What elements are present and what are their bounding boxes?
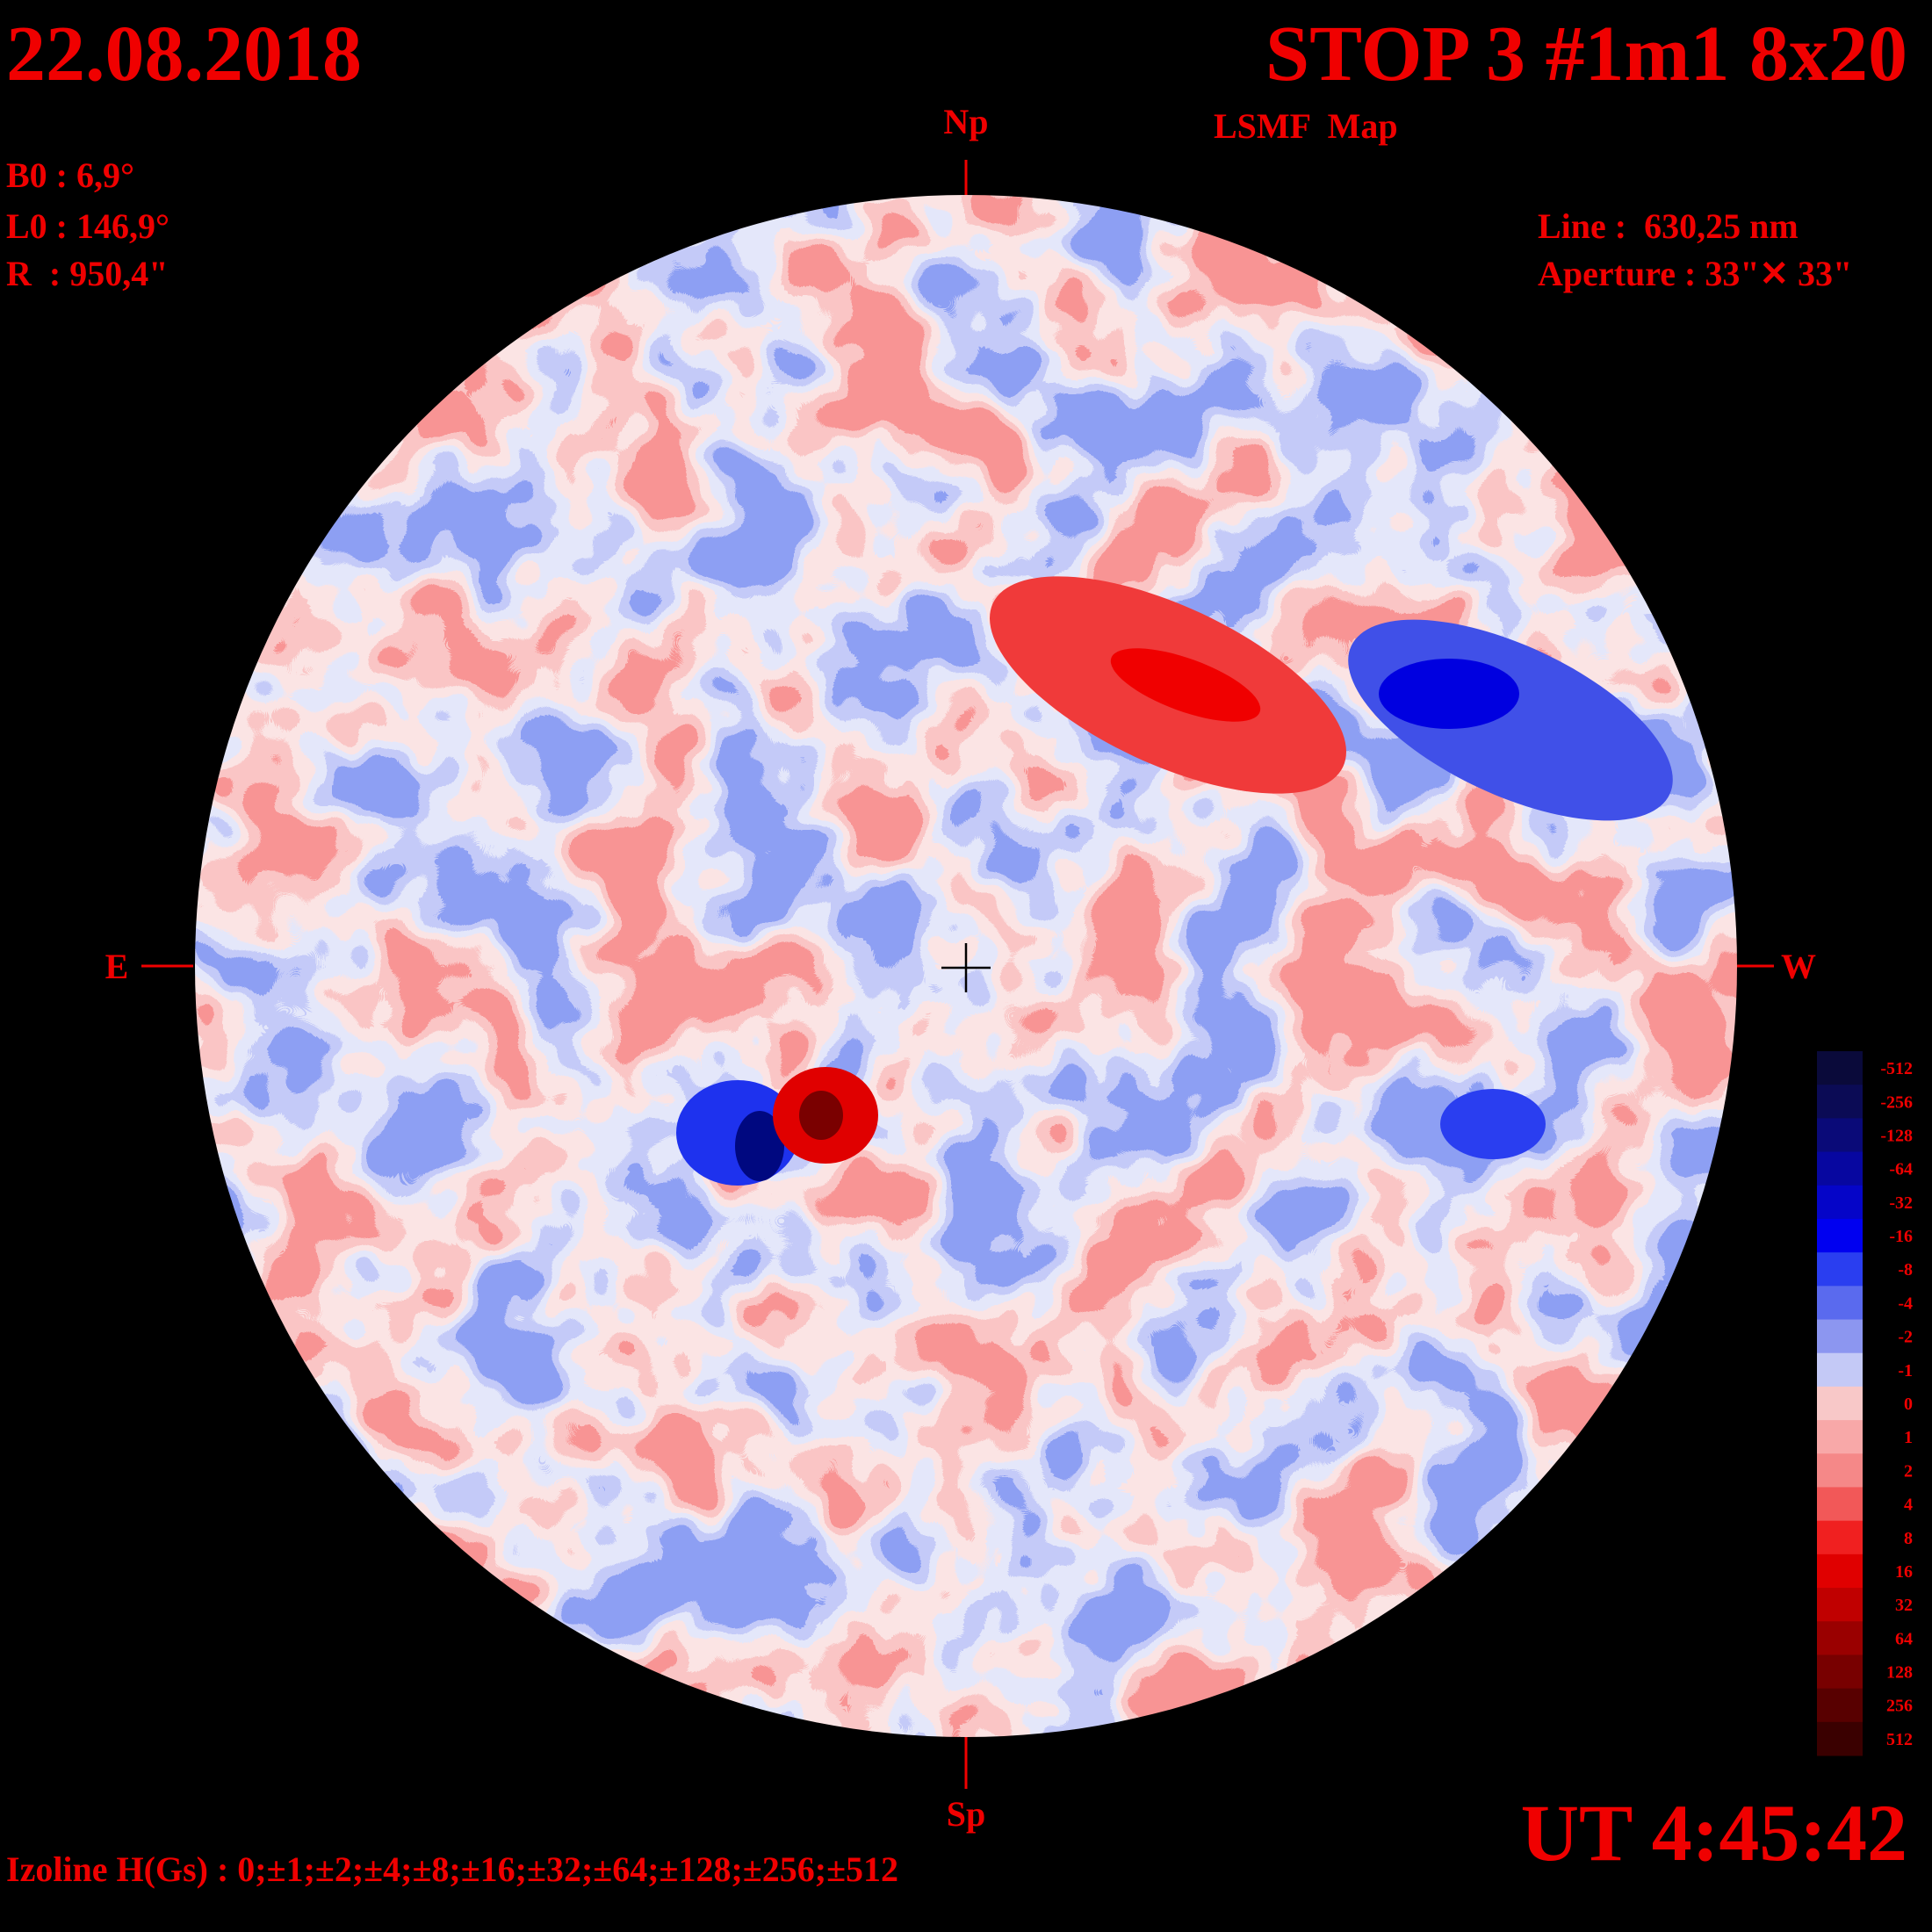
colorbar-swatch (1817, 1185, 1863, 1220)
title: STOP 3 #1m1 8x20 (1265, 11, 1907, 97)
colorbar-label: -64 (1889, 1160, 1913, 1179)
colorbar-label: -256 (1880, 1092, 1913, 1112)
colorbar-swatch (1817, 1051, 1863, 1085)
colorbar-swatch (1817, 1621, 1863, 1655)
param: R : 950,4" (6, 254, 168, 293)
colorbar-swatch (1817, 1554, 1863, 1589)
spot-positive-core (799, 1091, 843, 1140)
colorbar-swatch (1817, 1151, 1863, 1186)
colorbar-label: 128 (1886, 1663, 1913, 1683)
colorbar-label: 64 (1895, 1629, 1913, 1648)
colorbar-label: 2 (1904, 1461, 1913, 1481)
colorbar-label: 0 (1904, 1395, 1913, 1414)
colorbar-swatch (1817, 1721, 1863, 1756)
colorbar-swatch (1817, 1520, 1863, 1555)
colorbar-label: -2 (1898, 1328, 1913, 1347)
colorbar-label: 16 (1895, 1562, 1913, 1582)
colorbar-label: -16 (1889, 1227, 1913, 1246)
line-info: Line : 630,25 nm (1538, 206, 1799, 246)
param: B0 : 6,9° (6, 155, 134, 195)
colorbar-swatch (1817, 1453, 1863, 1488)
negative-patch (1440, 1089, 1546, 1159)
colorbar-label: -4 (1898, 1294, 1913, 1313)
colorbar-label: -32 (1889, 1193, 1913, 1213)
colorbar-swatch (1817, 1085, 1863, 1119)
north-label: Np (943, 102, 988, 141)
colorbar-label: -8 (1898, 1260, 1913, 1280)
aperture-info: Aperture : 33"✕ 33" (1538, 254, 1852, 293)
spot-negative-core (735, 1111, 784, 1181)
colorbar-label: 256 (1886, 1697, 1913, 1716)
colorbar-label: 32 (1895, 1596, 1913, 1615)
colorbar-swatch (1817, 1118, 1863, 1153)
negative-core (1379, 659, 1519, 729)
colorbar-swatch (1817, 1487, 1863, 1522)
time: UT 4:45:42 (1521, 1788, 1907, 1878)
colorbar-label: 4 (1904, 1496, 1913, 1515)
east-label: E (105, 947, 129, 986)
colorbar-label: -128 (1880, 1126, 1913, 1145)
colorbar-swatch (1817, 1420, 1863, 1454)
colorbar: -512 -256 -128 -64 -32 -16 -8 -4 -2 -1 0 1 2 4 8 16 32 64… (1817, 1051, 1913, 1756)
colorbar-swatch (1817, 1654, 1863, 1690)
colorbar-swatch (1817, 1588, 1863, 1622)
center-cross (941, 943, 991, 992)
colorbar-swatch (1817, 1252, 1863, 1287)
colorbar-label: 512 (1886, 1730, 1913, 1749)
colorbar-swatch (1817, 1688, 1863, 1723)
colorbar-swatch (1817, 1352, 1863, 1388)
colorbar-label: -512 (1880, 1059, 1913, 1078)
param: L0 : 146,9° (6, 206, 169, 246)
positive-core (1110, 648, 1261, 722)
colorbar-label: 1 (1904, 1428, 1913, 1447)
colorbar-swatch (1817, 1319, 1863, 1354)
colorbar-label: -1 (1898, 1361, 1913, 1381)
colorbar-label: 8 (1904, 1529, 1913, 1548)
colorbar-swatch (1817, 1286, 1863, 1321)
compass-ticks (141, 160, 1774, 1789)
subtitle: LSMF Map (1214, 106, 1398, 146)
isolines: Izoline H(Gs) : 0;±1;±2;±4;±8;±16;±32;±6… (6, 1849, 898, 1889)
date: 22.08.2018 (6, 11, 362, 97)
colorbar-swatch (1817, 1386, 1863, 1421)
south-label: Sp (947, 1794, 986, 1834)
west-label: W (1781, 947, 1816, 986)
colorbar-swatch (1817, 1218, 1863, 1253)
